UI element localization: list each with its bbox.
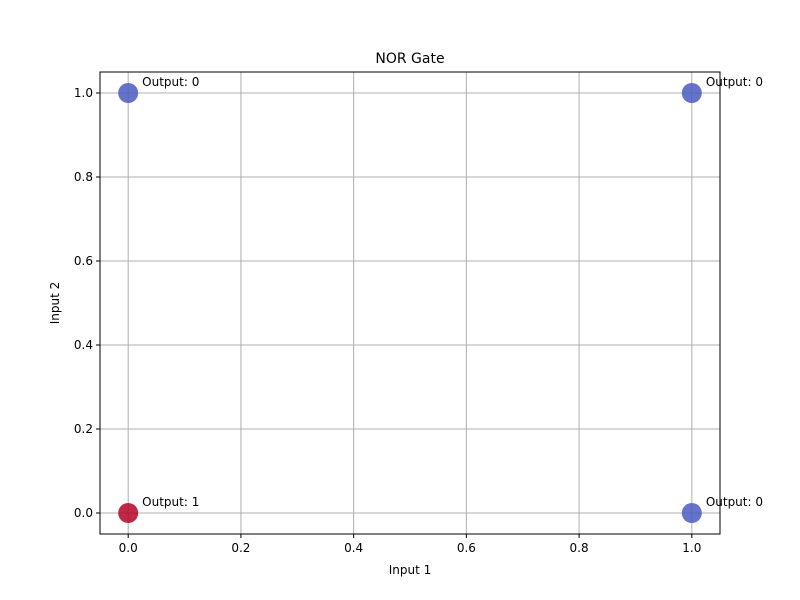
x-tick-label: 0.2: [231, 541, 250, 555]
y-tick-label: 0.6: [74, 254, 93, 268]
x-tick-label: 0.0: [119, 541, 138, 555]
x-axis-label: Input 1: [389, 563, 432, 577]
points-layer: [118, 83, 702, 523]
y-tick-label: 0.4: [74, 338, 93, 352]
output-annotation: Output: 0: [142, 75, 199, 89]
plot-area-frame: [99, 71, 721, 535]
y-tick-label: 0.0: [74, 506, 93, 520]
output-annotation: Output: 0: [706, 495, 763, 509]
scatter-point: [681, 503, 702, 523]
x-tick-label: 1.0: [682, 541, 701, 555]
output-annotation: Output: 0: [706, 75, 763, 89]
grid-layer: [100, 72, 720, 534]
y-tick-layer: 0.0 0.2 0.4 0.6 0.8 1.0: [74, 86, 100, 520]
chart-title: NOR Gate: [375, 51, 444, 67]
scatter-point: [118, 503, 139, 523]
y-tick-label: 0.8: [74, 170, 93, 184]
scatter-point: [681, 83, 702, 103]
x-tick-label: 0.6: [457, 541, 476, 555]
x-tick-label: 0.4: [344, 541, 363, 555]
output-annotation: Output: 1: [142, 495, 199, 509]
scatter-point: [118, 83, 139, 103]
x-tick-layer: 0.0 0.2 0.4 0.6 0.8 1.0: [119, 534, 701, 555]
y-tick-label: 0.2: [74, 422, 93, 436]
y-axis-label: Input 2: [48, 282, 62, 325]
y-tick-label: 1.0: [74, 86, 93, 100]
x-tick-label: 0.8: [570, 541, 589, 555]
